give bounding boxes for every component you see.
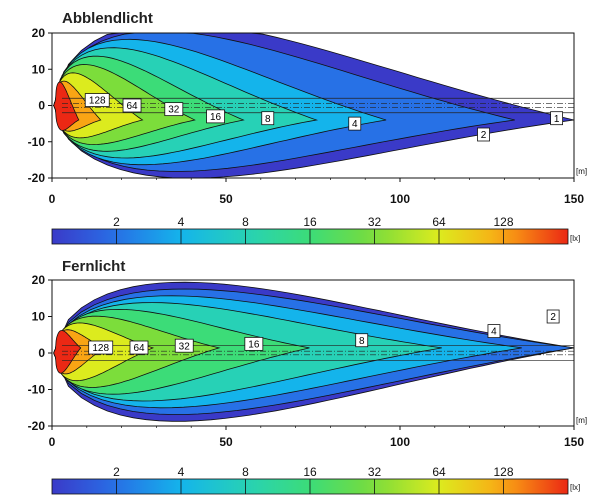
contour-label: 16 — [210, 112, 222, 123]
x-unit-label: [m] — [576, 416, 587, 425]
contour-label-box — [546, 309, 560, 324]
x-tick-label: 150 — [564, 192, 584, 206]
x-tick-label: 150 — [564, 435, 584, 449]
colorbar-label: 8 — [242, 465, 249, 479]
contour-label: 2 — [481, 130, 487, 141]
contour-label: 32 — [179, 341, 191, 352]
x-tick-label: 0 — [49, 435, 56, 449]
contour-label-box — [206, 109, 225, 124]
contour-label-box — [261, 111, 275, 126]
colorbar-label: 2 — [113, 215, 120, 229]
colorbar-unit: [lx] — [570, 483, 580, 492]
x-tick-label: 100 — [390, 435, 410, 449]
x-tick-label: 50 — [219, 192, 233, 206]
contour-label-box — [84, 93, 110, 107]
y-tick-label: 20 — [32, 26, 46, 40]
contour-label-box — [550, 111, 563, 126]
contour-label: 128 — [92, 343, 109, 354]
y-tick-label: 0 — [38, 346, 45, 360]
colorbar-label: 128 — [493, 215, 513, 229]
contour-label: 4 — [352, 119, 358, 130]
x-tick-label: 50 — [219, 435, 233, 449]
y-tick-label: -20 — [28, 419, 46, 433]
contour-label-box — [487, 324, 501, 339]
contour-label: 64 — [126, 101, 138, 112]
y-tick-label: 10 — [32, 310, 46, 324]
colorbar-unit: [lx] — [570, 234, 580, 243]
contour-label: 16 — [248, 339, 260, 350]
contour-label-box — [477, 127, 490, 142]
y-tick-label: 20 — [32, 273, 46, 287]
contour-label-box — [355, 333, 369, 348]
isolux-contour-core — [53, 81, 80, 131]
x-unit-label: [m] — [576, 167, 587, 176]
colorbar-label: 64 — [432, 215, 446, 229]
y-tick-label: -20 — [28, 171, 46, 185]
x-tick-label: 0 — [49, 192, 56, 206]
colorbar-label: 128 — [493, 465, 513, 479]
colorbar-label: 16 — [303, 465, 317, 479]
colorbar-label: 64 — [432, 465, 446, 479]
isolux-contour-core — [53, 330, 82, 374]
contour-label: 8 — [265, 114, 271, 125]
contour-label-box — [244, 336, 264, 351]
contour-label-box — [129, 340, 149, 355]
contour-label-box — [348, 116, 362, 131]
contour-label-box — [122, 98, 142, 113]
contour-label: 64 — [133, 343, 145, 354]
colorbar-label: 2 — [113, 465, 120, 479]
colorbar-label: 32 — [368, 465, 382, 479]
contour-label-box — [164, 102, 184, 117]
colorbar-label: 8 — [242, 215, 249, 229]
y-tick-label: -10 — [28, 135, 46, 149]
contour-label: 32 — [168, 105, 180, 116]
contour-label: 8 — [359, 336, 365, 347]
colorbar-label: 32 — [368, 215, 382, 229]
contour-label: 4 — [491, 327, 497, 338]
contour-label: 128 — [89, 96, 106, 107]
x-tick-label: 100 — [390, 192, 410, 206]
y-tick-label: -10 — [28, 383, 46, 397]
colorbar-label: 4 — [178, 465, 185, 479]
chart-title: Abblendlicht — [62, 10, 153, 27]
contour-label-box — [174, 338, 194, 353]
contour-label: 1 — [554, 114, 560, 125]
contour-label: 2 — [550, 312, 556, 323]
y-tick-label: 0 — [38, 99, 45, 113]
colorbar-label: 4 — [178, 215, 185, 229]
colorbar-label: 16 — [303, 215, 317, 229]
contour-label-box — [88, 340, 114, 355]
y-tick-label: 10 — [32, 62, 46, 76]
chart-title: Fernlicht — [62, 258, 125, 275]
